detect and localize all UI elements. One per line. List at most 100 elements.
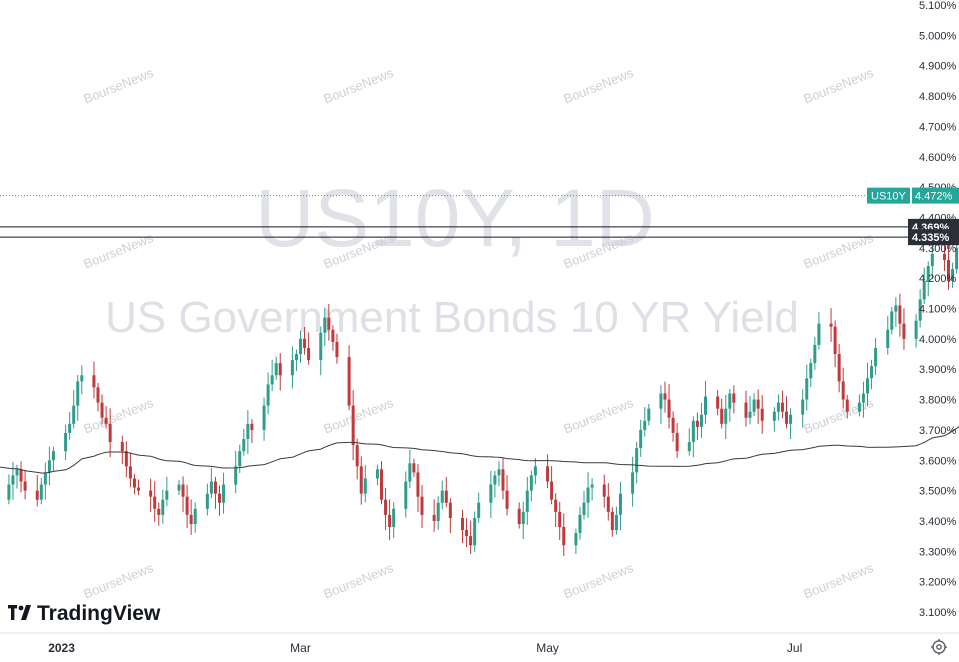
candle-body [444, 490, 448, 503]
candle-body [303, 338, 307, 348]
candle-body [213, 481, 217, 494]
candle-body [550, 481, 554, 500]
tradingview-logo-text: TradingView [37, 602, 161, 625]
symbol-tag [867, 187, 910, 204]
candle-body [193, 508, 197, 524]
y-tick-label: 3.200% [919, 577, 957, 589]
y-tick-label: 4.900% [919, 61, 957, 73]
candle-body [922, 281, 926, 300]
y-tick-label: 3.400% [919, 516, 957, 528]
candle-body [132, 478, 136, 488]
y-tick-label: 4.800% [919, 91, 957, 103]
candle-body [756, 399, 760, 409]
chart-settings-button[interactable] [929, 637, 949, 657]
candle-body [635, 448, 639, 473]
candle-body [675, 432, 679, 452]
candle-body [497, 469, 501, 476]
candle-body [695, 420, 699, 427]
candle-body [469, 536, 473, 546]
watermark-symbol: US10Y, 1D [255, 173, 655, 264]
candle-body [776, 402, 780, 412]
candle-body [809, 363, 813, 379]
candle-body [392, 508, 396, 528]
candle-body [942, 253, 946, 260]
candle-body [578, 514, 582, 534]
candle-body [448, 502, 452, 518]
candle-body [270, 375, 274, 385]
candle-body [837, 354, 841, 382]
candle-body [43, 472, 47, 485]
candle-body [861, 393, 865, 403]
candle-body [319, 332, 323, 361]
y-tick-label: 3.600% [919, 455, 957, 467]
candle-body [477, 502, 481, 518]
candle-body [845, 399, 849, 412]
candle-body [614, 514, 618, 531]
candle-body [250, 423, 254, 430]
candle-body [574, 533, 578, 546]
y-tick-label: 3.700% [919, 425, 957, 437]
candle-body [647, 408, 651, 421]
candle-body [436, 502, 440, 521]
candle-body [716, 396, 720, 409]
candle-body [521, 511, 525, 524]
candle-body [23, 481, 27, 491]
tradingview-logo[interactable]: TradingView [8, 602, 161, 625]
candle-body [47, 460, 51, 473]
candle-body [465, 530, 469, 537]
moving-average-line [0, 426, 959, 474]
candle-body [120, 442, 124, 452]
candle-body [19, 469, 23, 482]
candle-body [108, 423, 112, 443]
candle-body [724, 408, 728, 424]
last-price-tag-value: 4.472% [915, 191, 953, 203]
tradingview-logo-icon [8, 605, 31, 620]
candle-body [153, 496, 157, 509]
candle-body [728, 393, 732, 409]
candle-body [388, 514, 392, 528]
candle-body [493, 475, 497, 485]
candle-body [266, 384, 270, 406]
candle-body [870, 366, 874, 379]
watermark-source-mark: BourseNews [81, 65, 155, 107]
candle-body [278, 363, 282, 376]
candle-body [602, 484, 606, 497]
watermark-source-mark: BourseNews [561, 395, 635, 437]
candle-body [857, 402, 861, 412]
candle-body [667, 399, 671, 418]
candle-body [189, 514, 193, 524]
candle-body [157, 508, 161, 515]
candle-body [586, 487, 590, 503]
y-tick-label: 3.900% [919, 364, 957, 376]
candle-body [659, 393, 663, 409]
candle-body [76, 381, 80, 406]
candle-body [323, 317, 327, 333]
y-tick-label: 3.500% [919, 486, 957, 498]
candle-body [926, 266, 930, 282]
gear-icon [931, 639, 947, 655]
last-price-tag [912, 187, 959, 204]
candle-body [359, 466, 363, 494]
candle-body [416, 472, 420, 497]
y-tick-label: 4.100% [919, 304, 957, 316]
watermark-source-mark: BourseNews [801, 230, 875, 272]
candle-body [890, 311, 894, 330]
candle-body [489, 484, 493, 503]
y-axis: 5.100%5.000%4.900%4.800%4.700%4.600%4.50… [919, 0, 957, 619]
candle-body [420, 496, 424, 515]
candle-body [363, 478, 367, 494]
candle-body [643, 420, 647, 430]
candle-body [817, 323, 821, 345]
candle-body [663, 393, 667, 400]
candle-body [335, 341, 339, 358]
candle-body [375, 469, 379, 479]
candle-body [294, 354, 298, 361]
candle-body [501, 469, 505, 491]
candle-body [473, 517, 477, 546]
candle-body [92, 375, 96, 388]
candle-body [590, 484, 594, 488]
x-tick-label: Jul [787, 641, 802, 655]
candle-body [380, 469, 383, 500]
